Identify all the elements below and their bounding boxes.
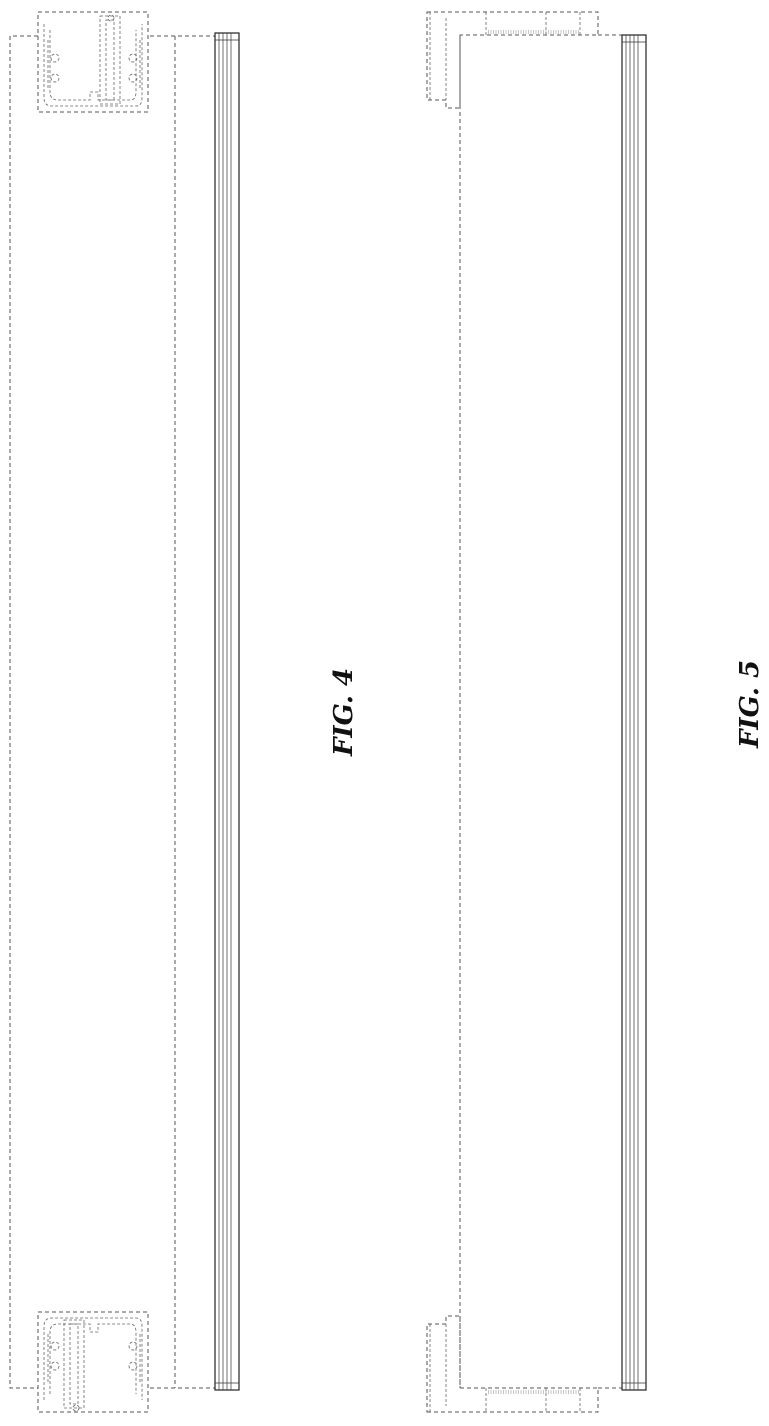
fig4-label: FIG. 4: [329, 668, 359, 757]
fig4-top-bracket: [38, 12, 148, 112]
fig5-label: FIG. 5: [735, 660, 765, 749]
fig4-bottom-bracket: [38, 1312, 148, 1412]
fig4-solid-strip: [215, 33, 239, 1390]
fig5-solid-strip: [622, 35, 646, 1390]
fig5-body-outline: [460, 35, 622, 1388]
fig5-top-tab: [427, 12, 598, 108]
fig5-bottom-tab: [427, 1316, 598, 1412]
fig4-outer-panel-outline: [10, 36, 215, 1388]
figure-4: FIG. 4: [10, 12, 359, 1412]
figure-5: FIG. 5: [427, 12, 765, 1412]
